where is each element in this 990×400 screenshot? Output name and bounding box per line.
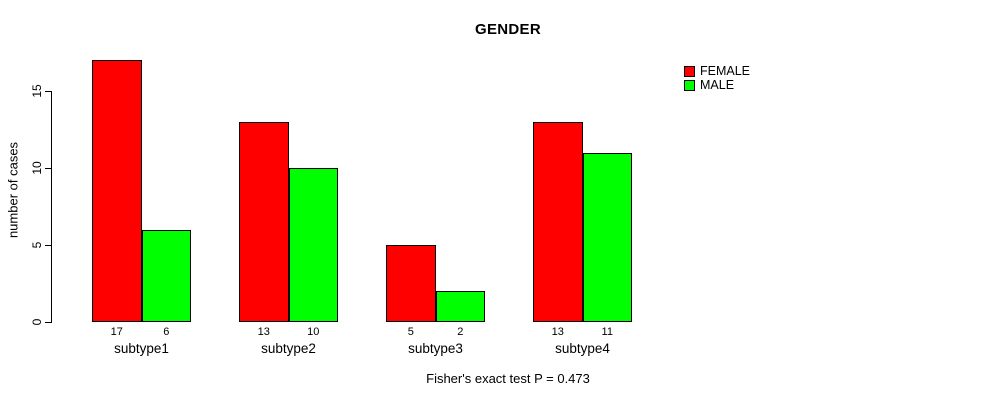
legend-swatch-female <box>684 66 695 77</box>
bar-value-label: 13 <box>257 326 270 338</box>
legend-item-female: FEMALE <box>684 65 750 78</box>
y-axis-tick <box>45 245 52 246</box>
legend-label-male: MALE <box>700 78 735 92</box>
bar-value-label: 13 <box>551 326 564 338</box>
bar-male-subtype2 <box>288 168 338 322</box>
y-axis-tick-label: 10 <box>30 161 44 175</box>
bar-value-label: 5 <box>407 326 414 338</box>
bar-male-subtype4 <box>582 152 632 322</box>
bar-female-subtype3 <box>386 245 436 322</box>
y-axis-line <box>51 91 52 323</box>
bar-value-label: 17 <box>110 326 123 338</box>
bar-value-label: 6 <box>163 326 170 338</box>
annotation-text: Fisher's exact test P = 0.473 <box>426 371 590 386</box>
bar-female-subtype4 <box>533 121 583 322</box>
bar-female-subtype1 <box>92 60 142 322</box>
bar-male-subtype3 <box>435 291 485 322</box>
y-axis-tick-label: 15 <box>30 84 44 98</box>
legend-item-male: MALE <box>684 79 750 92</box>
x-axis-category-label: subtype2 <box>261 341 316 356</box>
legend: FEMALE MALE <box>684 65 750 93</box>
bar-value-label: 2 <box>457 326 464 338</box>
y-axis-tick <box>45 91 52 92</box>
bar-female-subtype2 <box>239 121 289 322</box>
legend-label-female: FEMALE <box>700 64 751 78</box>
x-axis-category-label: subtype3 <box>408 341 463 356</box>
bar-value-label: 10 <box>307 326 320 338</box>
y-axis-tick-label: 5 <box>30 241 44 249</box>
x-axis-category-label: subtype1 <box>114 341 169 356</box>
bar-value-label: 11 <box>601 326 613 338</box>
y-axis-tick-label: 0 <box>30 318 44 326</box>
chart-title: GENDER <box>475 21 541 38</box>
x-axis-category-label: subtype4 <box>555 341 610 356</box>
y-axis-tick <box>45 168 52 169</box>
legend-swatch-male <box>684 80 695 91</box>
bar-male-subtype1 <box>141 229 191 322</box>
y-axis-tick <box>45 322 52 323</box>
y-axis-label: number of cases <box>5 141 21 239</box>
